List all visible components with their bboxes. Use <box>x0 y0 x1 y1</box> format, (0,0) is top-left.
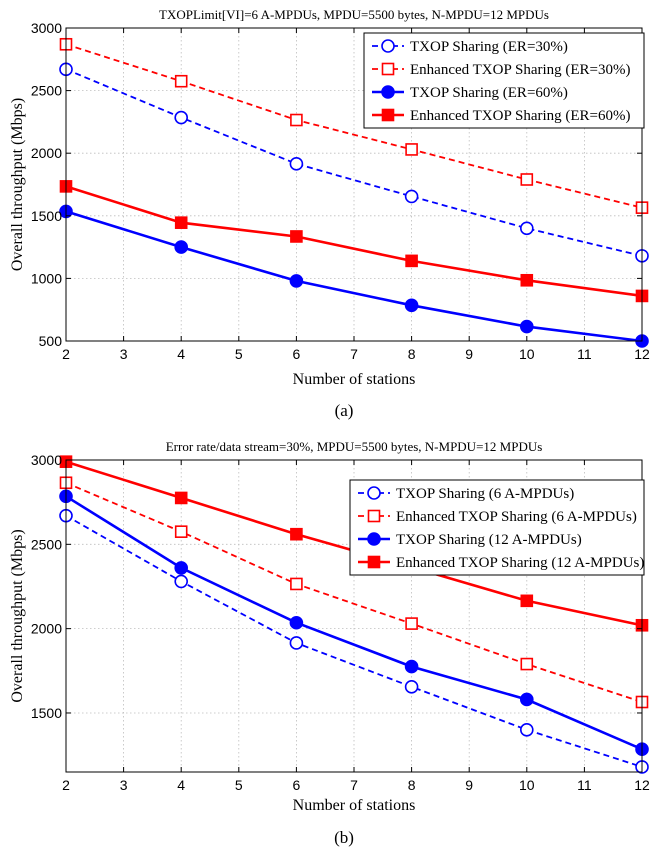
legend-label: Enhanced TXOP Sharing (6 A-MPDUs) <box>396 509 637 525</box>
data-point <box>404 298 419 313</box>
x-tick-label: 8 <box>408 777 416 793</box>
x-axis-label: Number of stations <box>293 797 416 814</box>
data-point <box>404 659 419 674</box>
legend-marker <box>381 108 395 122</box>
legend-marker <box>381 39 395 53</box>
data-point <box>290 230 303 243</box>
data-point <box>174 561 188 575</box>
y-axis-label: Overall throughput (Mbps) <box>9 98 26 271</box>
x-tick-label: 2 <box>62 777 70 793</box>
y-tick-label: 2500 <box>31 83 62 99</box>
x-tick-label: 4 <box>177 777 185 793</box>
legend-label: TXOP Sharing (6 A-MPDUs) <box>396 486 574 502</box>
x-tick-label: 7 <box>350 777 358 793</box>
x-tick-label: 6 <box>293 346 301 362</box>
data-point <box>520 173 534 186</box>
y-tick-label: 2500 <box>31 536 62 552</box>
legend-label: Enhanced TXOP Sharing (12 A-MPDUs) <box>396 555 644 571</box>
legend-box <box>349 479 645 576</box>
x-tick-label: 3 <box>120 346 128 362</box>
data-point <box>290 113 303 127</box>
data-point <box>404 680 419 694</box>
x-tick-label: 2 <box>62 346 70 362</box>
chart-a: 2 3 4 5 6 7 8 9 10 11 12 500 1000 1500 2000 2500 3000 TXO… <box>9 7 650 420</box>
x-tick-label: 6 <box>293 777 301 793</box>
data-point <box>174 240 188 254</box>
data-point <box>174 110 188 125</box>
y-tick-label: 500 <box>39 333 63 349</box>
x-tick-label: 10 <box>519 777 535 793</box>
data-point <box>519 692 534 707</box>
y-tick-label: 2000 <box>31 621 62 637</box>
series-line <box>65 210 643 343</box>
data-point <box>519 319 534 334</box>
legend-box <box>363 32 645 129</box>
data-point <box>289 274 304 288</box>
figure-caption: (b) <box>334 828 354 847</box>
x-tick-label: 12 <box>634 346 650 362</box>
y-tick-label: 1500 <box>31 208 62 224</box>
legend-label: TXOP Sharing (ER=60%) <box>410 85 568 101</box>
data-point <box>519 221 534 236</box>
chart-title: Error rate/data stream=30%, MPDU=5500 by… <box>166 439 543 454</box>
y-axis-label: Overall throughput (Mbps) <box>9 529 26 702</box>
data-point <box>405 254 418 268</box>
x-tick-label: 9 <box>465 346 473 362</box>
legend-marker <box>367 509 381 523</box>
data-point <box>405 143 418 156</box>
data-point <box>289 157 304 171</box>
chart-b: 2 3 4 5 6 7 8 9 10 11 12 1500 2000 2500 3000 Error rate… <box>9 439 650 847</box>
data-point <box>519 723 534 737</box>
data-point <box>520 594 534 608</box>
legend-marker <box>381 85 395 99</box>
data-point <box>174 491 188 505</box>
x-tick-label: 11 <box>577 777 592 793</box>
y-tick-label: 1000 <box>31 270 62 286</box>
x-tick-label: 8 <box>408 346 416 362</box>
x-tick-label: 4 <box>177 346 185 362</box>
x-tick-label: 9 <box>465 777 473 793</box>
series-line <box>65 68 643 257</box>
chart-title: TXOPLimit[VI]=6 A-MPDUs, MPDU=5500 bytes… <box>159 7 549 22</box>
data-point <box>520 273 534 287</box>
legend-marker <box>367 486 381 500</box>
y-tick-label: 2000 <box>31 145 62 161</box>
x-tick-label: 12 <box>634 777 650 793</box>
x-tick-label: 3 <box>120 777 128 793</box>
data-point <box>174 74 188 88</box>
data-point <box>174 216 188 229</box>
legend-label: Enhanced TXOP Sharing (ER=60%) <box>410 108 631 124</box>
x-tick-label: 5 <box>235 777 243 793</box>
x-tick-label: 11 <box>577 346 592 362</box>
legend-marker <box>367 555 381 569</box>
figure-caption: (a) <box>335 401 354 420</box>
data-point <box>405 617 418 630</box>
data-point <box>174 574 188 589</box>
legend-marker <box>367 532 381 546</box>
data-point <box>289 615 304 630</box>
series-line <box>65 185 643 298</box>
series-line <box>65 495 643 751</box>
x-tick-label: 10 <box>519 346 535 362</box>
x-axis-label: Number of stations <box>293 371 416 388</box>
data-point <box>290 577 303 591</box>
series-line <box>65 43 643 209</box>
x-tick-label: 7 <box>350 346 358 362</box>
data-point <box>290 527 303 541</box>
y-tick-label: 3000 <box>31 452 62 468</box>
series-line <box>65 514 643 768</box>
x-tick-label: 5 <box>235 346 243 362</box>
series-line <box>65 481 643 703</box>
legend-label: TXOP Sharing (ER=30%) <box>410 39 568 55</box>
data-point <box>404 189 419 204</box>
data-point <box>289 636 304 650</box>
data-point <box>174 525 188 538</box>
data-point <box>520 657 534 671</box>
y-tick-label: 3000 <box>31 20 62 36</box>
y-tick-label: 1500 <box>31 705 62 721</box>
legend-marker <box>381 62 395 76</box>
legend-label: TXOP Sharing (12 A-MPDUs) <box>396 532 582 548</box>
legend-label: Enhanced TXOP Sharing (ER=30%) <box>410 62 631 78</box>
